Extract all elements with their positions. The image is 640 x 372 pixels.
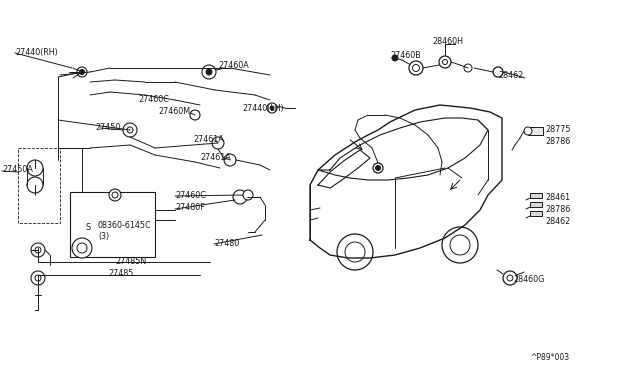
- Circle shape: [190, 110, 200, 120]
- Circle shape: [376, 166, 381, 170]
- Circle shape: [79, 70, 84, 74]
- Circle shape: [35, 247, 41, 253]
- Circle shape: [267, 103, 277, 113]
- Circle shape: [409, 61, 423, 75]
- Circle shape: [233, 190, 247, 204]
- Bar: [530, 211, 542, 216]
- Text: 27440(RH): 27440(RH): [15, 48, 58, 57]
- Text: 27461A: 27461A: [193, 135, 224, 144]
- Circle shape: [72, 238, 92, 258]
- Text: 27461A: 27461A: [200, 154, 231, 163]
- Text: 28461: 28461: [545, 193, 570, 202]
- Circle shape: [127, 127, 133, 133]
- Circle shape: [80, 220, 96, 236]
- Bar: [530, 193, 542, 198]
- Circle shape: [35, 275, 41, 281]
- Circle shape: [27, 160, 43, 176]
- Text: (3): (3): [98, 231, 109, 241]
- Text: 08360-6145C: 08360-6145C: [98, 221, 152, 230]
- Circle shape: [212, 137, 224, 149]
- Circle shape: [31, 243, 45, 257]
- Circle shape: [507, 275, 513, 281]
- Circle shape: [77, 67, 87, 77]
- Circle shape: [202, 65, 216, 79]
- Circle shape: [31, 271, 45, 285]
- Circle shape: [270, 106, 274, 110]
- Bar: [70, 192, 155, 257]
- Circle shape: [109, 189, 121, 201]
- Circle shape: [450, 235, 470, 255]
- Circle shape: [123, 123, 137, 137]
- Circle shape: [442, 227, 478, 263]
- Bar: [18, 148, 60, 223]
- Text: 28775: 28775: [545, 125, 570, 135]
- Circle shape: [112, 192, 118, 198]
- Text: 28786: 28786: [545, 138, 570, 147]
- Circle shape: [77, 243, 87, 253]
- Circle shape: [243, 190, 253, 200]
- Text: 27480F: 27480F: [175, 203, 205, 212]
- Text: 27460C: 27460C: [175, 190, 206, 199]
- Text: 28460H: 28460H: [432, 38, 463, 46]
- Text: S: S: [85, 224, 91, 232]
- Text: 28462: 28462: [545, 218, 570, 227]
- Circle shape: [493, 67, 503, 77]
- Text: ^P89*003: ^P89*003: [530, 353, 569, 362]
- Circle shape: [524, 127, 532, 135]
- Circle shape: [224, 154, 236, 166]
- Circle shape: [27, 177, 43, 193]
- Bar: [528, 127, 543, 135]
- Text: 27440(LH): 27440(LH): [242, 103, 284, 112]
- Circle shape: [337, 234, 373, 270]
- Circle shape: [464, 64, 472, 72]
- Text: 27460C: 27460C: [138, 96, 169, 105]
- Circle shape: [439, 56, 451, 68]
- Text: 27460B: 27460B: [390, 51, 420, 60]
- Text: 27450A: 27450A: [2, 166, 33, 174]
- Text: 28462: 28462: [498, 71, 524, 80]
- Text: 28460G: 28460G: [513, 276, 545, 285]
- Circle shape: [392, 55, 398, 61]
- Circle shape: [345, 242, 365, 262]
- Text: 27460A: 27460A: [218, 61, 249, 70]
- Text: 27450: 27450: [95, 124, 120, 132]
- Text: 27460M: 27460M: [158, 108, 190, 116]
- Text: 28786: 28786: [545, 205, 570, 215]
- Bar: [530, 202, 542, 207]
- Circle shape: [206, 69, 212, 75]
- Circle shape: [442, 60, 447, 64]
- Circle shape: [503, 271, 517, 285]
- Circle shape: [373, 163, 383, 173]
- Circle shape: [413, 64, 419, 71]
- Text: 27480: 27480: [214, 238, 239, 247]
- Text: 27485: 27485: [108, 269, 133, 279]
- Text: 27485N: 27485N: [115, 257, 147, 266]
